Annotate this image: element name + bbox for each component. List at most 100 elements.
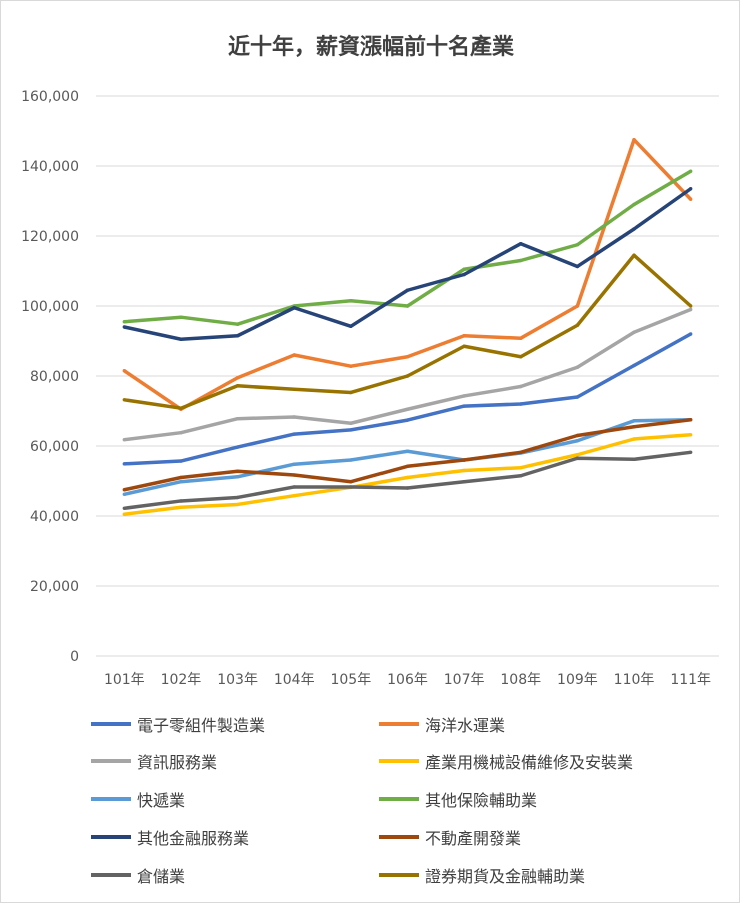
- data-point: [349, 458, 353, 462]
- legend-label: 其他金融服務業: [137, 829, 250, 848]
- y-tick-label: 160,000: [21, 89, 79, 105]
- data-point: [179, 315, 183, 319]
- data-point: [122, 512, 127, 516]
- x-tick-label: 107年: [444, 672, 485, 688]
- data-point: [122, 320, 127, 324]
- data-point: [292, 353, 296, 357]
- data-point: [122, 369, 127, 373]
- series-line-1: [124, 332, 692, 466]
- data-point: [632, 227, 636, 231]
- data-point: [292, 415, 296, 419]
- data-point: [462, 468, 466, 473]
- data-point: [688, 307, 693, 312]
- data-point: [575, 395, 580, 399]
- x-tick-label: 109年: [557, 672, 598, 688]
- data-point: [405, 407, 410, 411]
- legend-item: 倉儲業: [91, 863, 185, 887]
- data-point: [575, 323, 580, 327]
- data-point: [688, 450, 693, 454]
- data-point: [292, 432, 296, 436]
- data-point: [632, 253, 636, 257]
- x-tick-label: 105年: [330, 672, 371, 688]
- data-point: [405, 449, 410, 453]
- legend-item: 電子零組件製造業: [91, 712, 265, 736]
- x-tick-label: 102年: [161, 672, 202, 688]
- data-point: [292, 462, 296, 466]
- data-point: [575, 243, 580, 247]
- legend-label: 快遞業: [137, 791, 186, 810]
- x-tick-label: 108年: [500, 672, 541, 688]
- y-tick-label: 20,000: [30, 579, 79, 595]
- data-point: [349, 299, 353, 303]
- data-point: [405, 486, 410, 490]
- data-point: [349, 421, 353, 425]
- legend-swatch: [379, 873, 419, 877]
- data-point: [519, 336, 523, 340]
- data-point: [179, 505, 183, 509]
- data-point: [688, 169, 693, 173]
- data-point: [632, 330, 636, 334]
- legend-item: 資訊服務業: [91, 749, 217, 773]
- data-point: [179, 475, 183, 480]
- legend-label: 不動產開發業: [425, 829, 522, 848]
- data-point: [405, 355, 410, 359]
- data-point: [405, 374, 410, 378]
- series-line-10: [124, 253, 692, 410]
- data-point: [462, 404, 466, 408]
- data-point: [349, 324, 353, 328]
- data-point: [122, 492, 127, 496]
- data-point: [179, 406, 183, 410]
- legend-swatch: [91, 873, 131, 877]
- x-tick-label: 104年: [274, 672, 315, 688]
- data-point: [122, 438, 127, 442]
- data-point: [575, 439, 580, 443]
- legend-label: 資訊服務業: [137, 753, 218, 772]
- legend-label: 證券期貨及金融輔助業: [425, 867, 586, 886]
- legend-swatch: [91, 759, 131, 763]
- data-point: [575, 433, 580, 438]
- legend-label: 電子零組件製造業: [137, 716, 266, 735]
- legend-swatch: [379, 722, 419, 726]
- data-point: [235, 495, 240, 500]
- data-point: [519, 466, 523, 470]
- data-point: [235, 334, 240, 338]
- data-point: [405, 475, 410, 480]
- data-point: [575, 264, 580, 269]
- data-point: [235, 384, 240, 388]
- data-point: [575, 456, 580, 460]
- data-point: [235, 417, 240, 421]
- data-point: [235, 445, 240, 449]
- data-point: [519, 242, 523, 246]
- legend-swatch: [379, 759, 419, 763]
- data-point: [235, 376, 240, 380]
- data-point: [405, 418, 410, 422]
- data-point: [292, 387, 296, 391]
- legend-label: 海洋水運業: [425, 716, 506, 735]
- y-tick-label: 120,000: [21, 229, 79, 245]
- data-point: [462, 458, 466, 462]
- data-point: [575, 304, 580, 308]
- data-point: [632, 202, 636, 207]
- legend-item: 其他金融服務業: [91, 825, 249, 849]
- data-point: [688, 332, 693, 336]
- legend-swatch: [91, 722, 131, 726]
- data-point: [179, 459, 183, 463]
- data-point: [462, 480, 466, 484]
- data-point: [632, 419, 636, 423]
- data-point: [349, 364, 353, 368]
- data-point: [349, 390, 353, 395]
- legend-swatch: [379, 797, 419, 801]
- data-point: [462, 267, 466, 271]
- data-point: [122, 398, 127, 402]
- x-tick-label: 106年: [387, 672, 428, 688]
- data-point: [349, 480, 353, 484]
- data-point: [122, 325, 127, 329]
- data-point: [462, 272, 466, 277]
- data-point: [122, 462, 127, 466]
- y-tick-label: 40,000: [30, 509, 79, 525]
- x-tick-label: 111年: [670, 672, 711, 688]
- data-point: [519, 402, 523, 406]
- legend-item: 其他保險輔助業: [379, 787, 537, 811]
- data-point: [632, 437, 636, 441]
